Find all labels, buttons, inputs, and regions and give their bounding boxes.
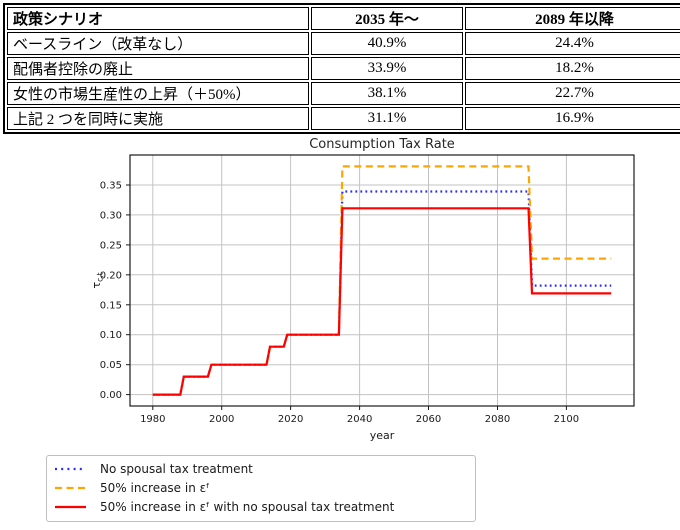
- legend-item: No spousal tax treatment: [54, 462, 465, 476]
- row-value-2089: 16.9%: [465, 107, 680, 130]
- svg-text:τc,t: τc,t: [90, 272, 105, 288]
- row-value-2089: 18.2%: [465, 57, 680, 80]
- svg-text:2040: 2040: [347, 414, 372, 425]
- svg-text:2080: 2080: [485, 414, 510, 425]
- row-label: ベースライン（改革なし）: [7, 32, 309, 55]
- row-label: 上記 2 つを同時に実施: [7, 107, 309, 130]
- svg-text:2100: 2100: [554, 414, 579, 425]
- svg-text:0.20: 0.20: [100, 270, 122, 281]
- svg-text:2020: 2020: [278, 414, 303, 425]
- svg-text:0.05: 0.05: [100, 360, 122, 371]
- chart-legend: No spousal tax treatment 50% increase in …: [46, 455, 476, 522]
- svg-text:1980: 1980: [140, 414, 165, 425]
- legend-item: 50% increase in εᶠ with no spousal tax t…: [54, 500, 465, 514]
- svg-text:0.30: 0.30: [100, 210, 122, 221]
- policy-scenario-table: 政策シナリオ 2035 年～ 2089 年以降 ベースライン（改革なし） 40.…: [3, 3, 680, 134]
- table-row-productivity-increase: 女性の市場生産性の上昇（＋50%） 38.1% 22.7%: [7, 82, 680, 105]
- table-row-both-combined: 上記 2 つを同時に実施 31.1% 16.9%: [7, 107, 680, 130]
- svg-text:0.10: 0.10: [100, 330, 122, 341]
- row-label: 配偶者控除の廃止: [7, 57, 309, 80]
- svg-text:0.15: 0.15: [100, 300, 122, 311]
- table-row-baseline: ベースライン（改革なし） 40.9% 24.4%: [7, 32, 680, 55]
- header-from-2035: 2035 年～: [311, 7, 463, 30]
- legend-line-sample: [55, 486, 86, 490]
- header-policy-scenario: 政策シナリオ: [7, 7, 309, 30]
- row-value-2035: 40.9%: [311, 32, 463, 55]
- row-value-2035: 38.1%: [311, 82, 463, 105]
- legend-line-sample: [55, 505, 86, 509]
- legend-item: 50% increase in εᶠ: [54, 481, 465, 495]
- row-value-2035: 33.9%: [311, 57, 463, 80]
- svg-text:Consumption Tax Rate: Consumption Tax Rate: [309, 137, 455, 152]
- legend-line-sample: [55, 467, 86, 471]
- table-header-row: 政策シナリオ 2035 年～ 2089 年以降: [7, 7, 680, 30]
- svg-text:2000: 2000: [209, 414, 234, 425]
- legend-label: No spousal tax treatment: [100, 462, 253, 476]
- row-value-2089: 24.4%: [465, 32, 680, 55]
- svg-text:0.00: 0.00: [100, 390, 122, 401]
- svg-text:0.35: 0.35: [100, 181, 122, 192]
- row-value-2035: 31.1%: [311, 107, 463, 130]
- legend-label: 50% increase in εᶠ with no spousal tax t…: [100, 500, 395, 514]
- row-value-2089: 22.7%: [465, 82, 680, 105]
- svg-text:2060: 2060: [416, 414, 441, 425]
- header-from-2089: 2089 年以降: [465, 7, 680, 30]
- row-label: 女性の市場生産性の上昇（＋50%）: [7, 82, 309, 105]
- consumption-tax-rate-chart: 1980 2000 2020 2040 2060 2080 2100 0.00 0.05 0.10…: [90, 137, 635, 442]
- svg-text:0.25: 0.25: [100, 240, 122, 251]
- svg-text:year: year: [370, 429, 395, 442]
- legend-label: 50% increase in εᶠ: [100, 481, 210, 495]
- table-row-spousal-abolition: 配偶者控除の廃止 33.9% 18.2%: [7, 57, 680, 80]
